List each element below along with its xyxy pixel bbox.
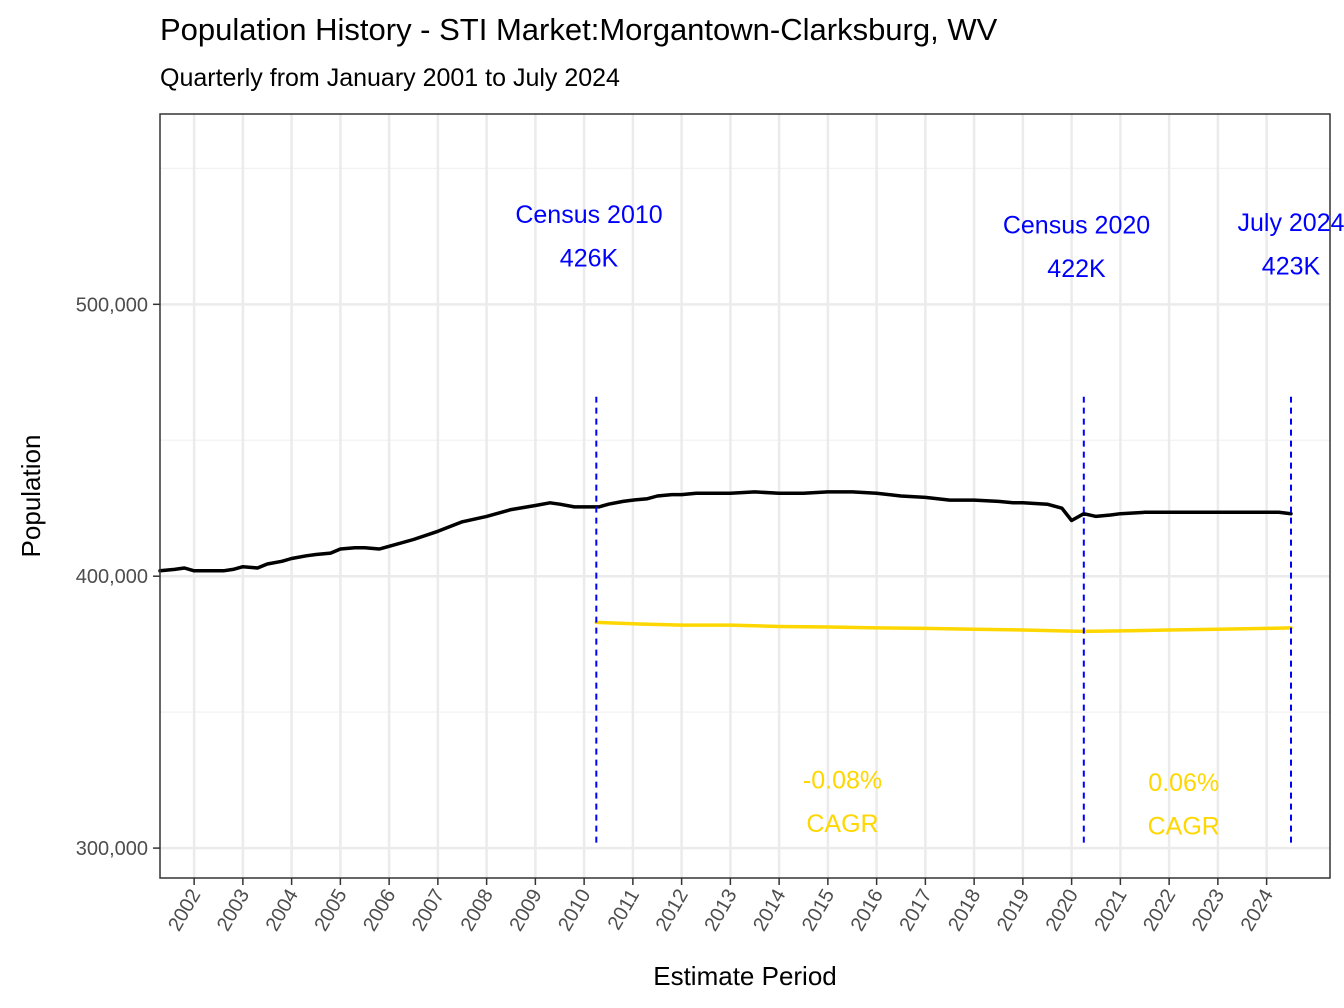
- x-tick-label: 2021: [1090, 886, 1131, 936]
- x-tick-label: 2004: [262, 886, 303, 936]
- y-tick-label: 500,000: [76, 294, 148, 316]
- x-tick-label: 2006: [359, 886, 400, 936]
- x-tick-label: 2011: [604, 886, 645, 934]
- x-tick-label: 2016: [847, 886, 888, 936]
- x-tick-label: 2022: [1139, 886, 1180, 936]
- x-tick-label: 2010: [554, 886, 595, 936]
- x-tick-label: 2018: [944, 886, 985, 936]
- annotation-july2024-line2: 423K: [1262, 252, 1321, 280]
- x-tick-label: 2024: [1237, 886, 1278, 936]
- annotation-census2010-line2: 426K: [560, 244, 619, 272]
- x-tick-label: 2007: [408, 886, 449, 936]
- x-tick-label: 2023: [1188, 886, 1229, 936]
- x-tick-label: 2017: [895, 886, 936, 936]
- x-tick-label: 2002: [164, 886, 205, 936]
- y-tick-label: 300,000: [76, 838, 148, 860]
- annotation-census2020-line1: Census 2020: [1003, 212, 1150, 240]
- x-tick-label: 2014: [749, 886, 790, 936]
- x-tick-label: 2019: [993, 886, 1034, 936]
- annotation-census2020-line2: 422K: [1047, 255, 1106, 283]
- x-tick-label: 2003: [213, 886, 254, 936]
- annotation-cagr2-line1: 0.06%: [1148, 769, 1219, 797]
- x-tick-label: 2008: [457, 886, 498, 936]
- series-line-cagr: [594, 620, 1293, 634]
- series-line-population: [158, 490, 1293, 573]
- y-tick-label: 400,000: [76, 566, 148, 588]
- annotation-july2024-line1: July 2024: [1237, 209, 1344, 237]
- annotation-cagr1-line1: -0.08%: [803, 766, 882, 794]
- x-tick-label: 2020: [1042, 886, 1083, 936]
- x-tick-label: 2012: [652, 886, 693, 936]
- annotation-cagr2-line2: CAGR: [1148, 812, 1220, 840]
- annotation-cagr1-line2: CAGR: [806, 810, 878, 838]
- annotation-census2010-line1: Census 2010: [515, 201, 662, 229]
- x-axis-title: Estimate Period: [653, 961, 837, 991]
- chart-subtitle: Quarterly from January 2001 to July 2024: [160, 64, 620, 92]
- y-axis-title: Population: [16, 435, 46, 558]
- plot-border: [159, 113, 1331, 879]
- plot-panel: [160, 114, 1330, 878]
- x-tick-label: 2009: [505, 886, 546, 936]
- x-tick-label: 2013: [700, 886, 741, 936]
- x-tick-label: 2005: [310, 886, 351, 936]
- chart-title: Population History - STI Market:Morganto…: [160, 12, 998, 47]
- x-tick-label: 2015: [798, 886, 839, 936]
